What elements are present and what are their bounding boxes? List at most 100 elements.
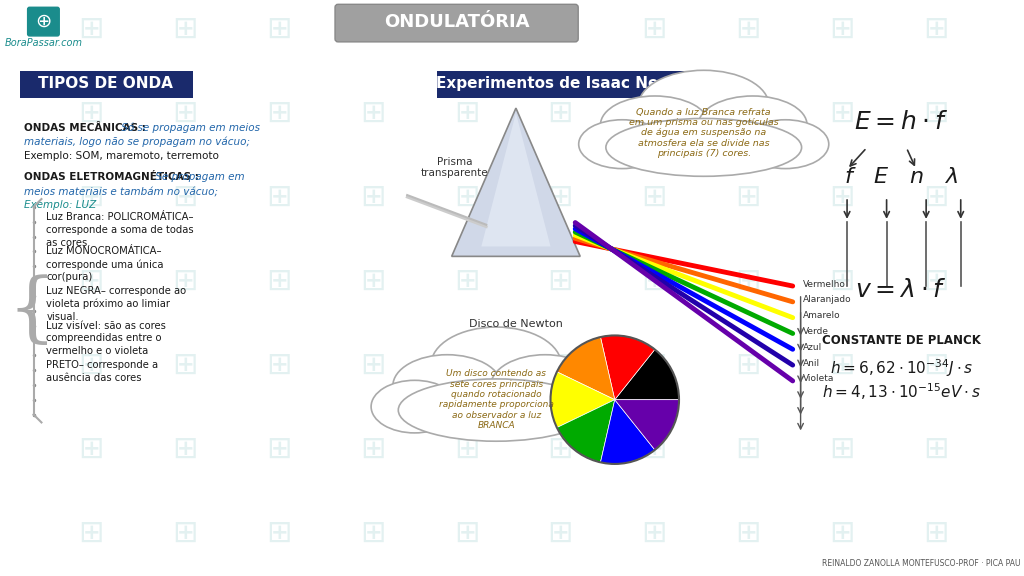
FancyBboxPatch shape bbox=[28, 7, 59, 36]
Text: Luz visível: são as cores: Luz visível: são as cores bbox=[46, 321, 166, 331]
Text: ⊞: ⊞ bbox=[829, 183, 855, 211]
Text: ⊞: ⊞ bbox=[454, 14, 479, 44]
Text: Verde: Verde bbox=[803, 327, 828, 336]
Polygon shape bbox=[481, 113, 551, 247]
Text: ⊞: ⊞ bbox=[924, 98, 949, 127]
Text: ⊞: ⊞ bbox=[172, 14, 198, 44]
FancyBboxPatch shape bbox=[19, 70, 193, 98]
Text: ⊞: ⊞ bbox=[266, 351, 292, 380]
Text: ⊞: ⊞ bbox=[829, 98, 855, 127]
Wedge shape bbox=[614, 400, 679, 450]
FancyBboxPatch shape bbox=[437, 70, 698, 98]
Text: Experimentos de Isaac Newton: Experimentos de Isaac Newton bbox=[436, 76, 700, 91]
Text: ⊞: ⊞ bbox=[548, 518, 573, 548]
Text: Só se propagam em meios: Só se propagam em meios bbox=[118, 123, 259, 134]
Text: $v = \lambda \cdot f$: $v = \lambda \cdot f$ bbox=[855, 279, 947, 302]
Text: ⊞: ⊞ bbox=[359, 518, 385, 548]
Text: ⊞: ⊞ bbox=[735, 518, 761, 548]
Text: ⊞: ⊞ bbox=[172, 351, 198, 380]
Text: corresponde uma única: corresponde uma única bbox=[46, 259, 164, 270]
Ellipse shape bbox=[600, 96, 710, 154]
Text: ⊞: ⊞ bbox=[359, 98, 385, 127]
Ellipse shape bbox=[606, 119, 802, 176]
Text: Luz MONOCROMÁTICA–: Luz MONOCROMÁTICA– bbox=[46, 247, 162, 256]
Text: Alaranjado: Alaranjado bbox=[803, 295, 851, 304]
Ellipse shape bbox=[741, 120, 828, 169]
Text: ⊞: ⊞ bbox=[266, 14, 292, 44]
Text: ⊞: ⊞ bbox=[642, 267, 667, 295]
Text: Prisma
transparente: Prisma transparente bbox=[421, 157, 488, 178]
Text: ⊞: ⊞ bbox=[359, 14, 385, 44]
Text: violeta próximo ao limiar: violeta próximo ao limiar bbox=[46, 299, 170, 309]
Text: Quando a luz Branca refrata
em um prisma ou nas gotículas
de água em suspensão n: Quando a luz Branca refrata em um prisma… bbox=[629, 108, 778, 158]
Text: ⊞: ⊞ bbox=[454, 98, 479, 127]
Text: ⊞: ⊞ bbox=[924, 183, 949, 211]
Text: ⊞: ⊞ bbox=[735, 98, 761, 127]
Text: REINALDO ZANOLLA MONTEFUSCO-PROF · PICA PAU: REINALDO ZANOLLA MONTEFUSCO-PROF · PICA … bbox=[821, 559, 1020, 568]
Text: ⊞: ⊞ bbox=[548, 183, 573, 211]
Text: meios materiais e tambám no vácuo;: meios materiais e tambám no vácuo; bbox=[24, 186, 218, 196]
Text: ⊞: ⊞ bbox=[172, 518, 198, 548]
Text: ⊞: ⊞ bbox=[829, 14, 855, 44]
Text: ⊞: ⊞ bbox=[924, 267, 949, 295]
Text: ⊕: ⊕ bbox=[35, 12, 51, 31]
Text: Disco de Newton: Disco de Newton bbox=[469, 319, 563, 328]
Text: ⊞: ⊞ bbox=[454, 267, 479, 295]
Text: BoraPassar.com: BoraPassar.com bbox=[4, 38, 82, 48]
Ellipse shape bbox=[490, 355, 599, 417]
Text: ⊞: ⊞ bbox=[78, 14, 103, 44]
Wedge shape bbox=[614, 350, 679, 400]
Text: $h = 6,62 \cdot 10^{-34} J \cdot s$: $h = 6,62 \cdot 10^{-34} J \cdot s$ bbox=[829, 357, 973, 379]
Text: ⊞: ⊞ bbox=[924, 518, 949, 548]
Text: ⊞: ⊞ bbox=[735, 183, 761, 211]
Text: ⊞: ⊞ bbox=[454, 183, 479, 211]
Text: ⊞: ⊞ bbox=[359, 351, 385, 380]
Text: Azul: Azul bbox=[803, 343, 822, 352]
Text: Luz Branca: POLICROMÁTICA–: Luz Branca: POLICROMÁTICA– bbox=[46, 212, 194, 222]
Text: ⊞: ⊞ bbox=[548, 98, 573, 127]
Polygon shape bbox=[452, 108, 581, 256]
Text: CONSTANTE DE PLANCK: CONSTANTE DE PLANCK bbox=[822, 334, 981, 347]
Text: Anil: Anil bbox=[803, 359, 819, 367]
Text: ⊞: ⊞ bbox=[642, 351, 667, 380]
Text: ⊞: ⊞ bbox=[642, 98, 667, 127]
Text: PRETO– corresponde a: PRETO– corresponde a bbox=[46, 360, 159, 370]
Text: $E = h \cdot f$: $E = h \cdot f$ bbox=[854, 111, 948, 134]
Text: ⊞: ⊞ bbox=[454, 351, 479, 380]
Wedge shape bbox=[551, 372, 614, 427]
Ellipse shape bbox=[398, 379, 594, 441]
Text: ONDAS ELETROMAGNÉTICAS :: ONDAS ELETROMAGNÉTICAS : bbox=[24, 172, 199, 183]
Text: ⊞: ⊞ bbox=[78, 183, 103, 211]
Text: {: { bbox=[7, 274, 56, 348]
Text: ⊞: ⊞ bbox=[78, 518, 103, 548]
Text: ⊞: ⊞ bbox=[266, 98, 292, 127]
Text: Exemplo: SOM, maremoto, terremoto: Exemplo: SOM, maremoto, terremoto bbox=[24, 150, 218, 161]
Text: ⊞: ⊞ bbox=[78, 98, 103, 127]
Text: ⊞: ⊞ bbox=[359, 267, 385, 295]
Text: as cores.: as cores. bbox=[46, 237, 91, 248]
Ellipse shape bbox=[535, 380, 622, 433]
Ellipse shape bbox=[371, 380, 458, 433]
Text: vermelho e o violeta: vermelho e o violeta bbox=[46, 346, 148, 357]
Text: ⊞: ⊞ bbox=[266, 435, 292, 464]
Text: $h = 4,13 \cdot 10^{-15} eV \cdot s$: $h = 4,13 \cdot 10^{-15} eV \cdot s$ bbox=[822, 381, 981, 402]
Text: ⊞: ⊞ bbox=[829, 435, 855, 464]
Text: ⊞: ⊞ bbox=[266, 518, 292, 548]
Text: Um disco contendo as
sete cores principais
quando rotacionado
rapidamente propor: Um disco contendo as sete cores principa… bbox=[438, 369, 554, 430]
Text: visual.: visual. bbox=[46, 312, 79, 322]
Text: ⊞: ⊞ bbox=[266, 267, 292, 295]
Text: ONDULATÓRIA: ONDULATÓRIA bbox=[384, 13, 529, 31]
Text: ⊞: ⊞ bbox=[548, 435, 573, 464]
Text: ⊞: ⊞ bbox=[924, 435, 949, 464]
Text: Exemplo: LUZ: Exemplo: LUZ bbox=[24, 200, 96, 210]
Text: ⊞: ⊞ bbox=[924, 14, 949, 44]
Text: ⊞: ⊞ bbox=[642, 14, 667, 44]
Text: ONDAS MECÂNICAS :: ONDAS MECÂNICAS : bbox=[24, 123, 145, 133]
Text: ⊞: ⊞ bbox=[454, 435, 479, 464]
Text: ⊞: ⊞ bbox=[642, 183, 667, 211]
Text: ⊞: ⊞ bbox=[78, 267, 103, 295]
Text: ⊞: ⊞ bbox=[548, 14, 573, 44]
Ellipse shape bbox=[698, 96, 807, 154]
Text: cor(pura): cor(pura) bbox=[46, 272, 92, 282]
Text: corresponde a soma de todas: corresponde a soma de todas bbox=[46, 225, 194, 235]
